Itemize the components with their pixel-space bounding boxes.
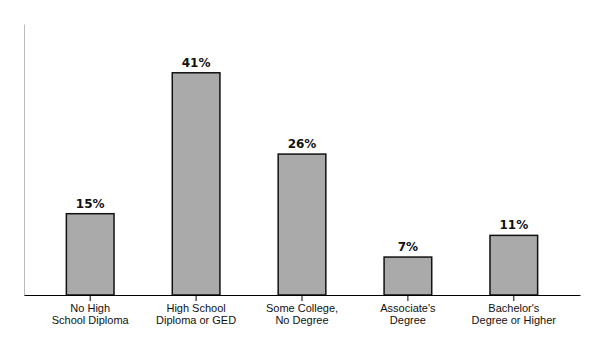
x-tick: Some College,No Degree — [266, 295, 338, 326]
x-tick: Associate'sDegree — [380, 295, 436, 326]
x-tick-mark — [407, 295, 408, 301]
x-tick: No HighSchool Diploma — [52, 295, 130, 326]
x-tick-label-line: School Diploma — [52, 314, 130, 326]
x-tick: High SchoolDiploma or GED — [156, 295, 236, 326]
y-axis — [24, 25, 25, 296]
x-tick-label-line: No High — [70, 302, 110, 314]
x-tick-mark — [302, 295, 303, 301]
bar — [278, 154, 326, 295]
data-label: 11% — [499, 218, 528, 232]
x-tick-label-line: Some College, — [266, 302, 338, 314]
data-labels: 15% 41% 26% 7% 11% — [76, 56, 528, 254]
x-tick-label: Bachelor'sDegree or Higher — [472, 302, 557, 327]
x-tick: Bachelor'sDegree or Higher — [472, 295, 557, 326]
x-tick-label-line: Degree or Higher — [472, 314, 557, 326]
x-tick-label: No HighSchool Diploma — [52, 302, 130, 327]
bar — [490, 235, 538, 295]
x-tick-label-line: Degree — [390, 314, 426, 326]
x-tick-label: High SchoolDiploma or GED — [156, 302, 236, 327]
data-label: 15% — [76, 197, 105, 211]
y-axis-line — [24, 25, 25, 296]
bar — [66, 214, 114, 295]
x-tick-label: Some College,No Degree — [266, 302, 338, 327]
bars — [66, 73, 537, 295]
x-axis: No HighSchool Diploma High SchoolDiploma … — [25, 295, 581, 326]
x-tick-mark — [90, 295, 91, 301]
data-label: 26% — [288, 137, 317, 151]
x-tick-label-line: No Degree — [275, 314, 328, 326]
x-tick-mark — [196, 295, 197, 301]
x-tick-label: Associate'sDegree — [380, 302, 436, 327]
bar — [172, 73, 220, 295]
data-label: 7% — [398, 240, 418, 254]
x-tick-label-line: High School — [166, 302, 225, 314]
plot: No HighSchool Diploma High SchoolDiploma … — [25, 25, 581, 327]
x-tick-label-line: Diploma or GED — [156, 314, 236, 326]
x-tick-label-line: Associate's — [380, 302, 436, 314]
x-tick-label-line: Bachelor's — [488, 302, 540, 314]
data-label: 41% — [182, 56, 211, 70]
bar — [384, 257, 432, 295]
chart: No HighSchool Diploma High SchoolDiploma … — [0, 0, 600, 357]
x-tick-mark — [513, 295, 514, 301]
